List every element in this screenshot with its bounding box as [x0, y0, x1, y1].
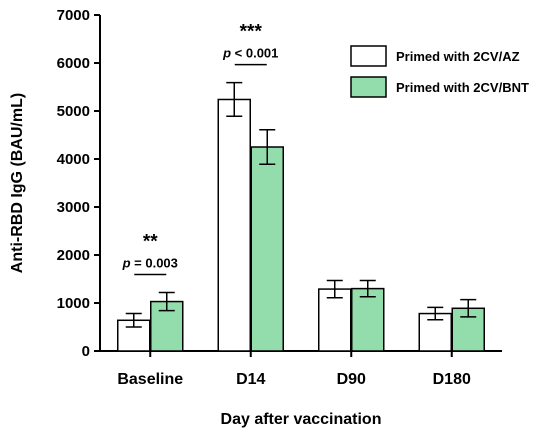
y-axis-title: Anti-RBD IgG (BAU/mL) — [9, 93, 26, 273]
x-tick-label: D180 — [433, 371, 471, 388]
bar — [351, 287, 385, 352]
x-axis-title: Day after vaccination — [221, 411, 382, 428]
y-tick-label: 4000 — [57, 151, 90, 168]
axes: 0 1000 2000 3000 4000 5000 6000 7000 Baseline D14… — [57, 7, 502, 388]
y-tick-label: 6000 — [57, 55, 90, 72]
y-tick-label: 1000 — [57, 295, 90, 312]
y-tick-label: 0 — [82, 343, 90, 360]
x-tick-label: D14 — [236, 371, 265, 388]
significance-stars: *** — [240, 22, 263, 43]
legend-swatch — [350, 76, 387, 98]
y-tick-label: 5000 — [57, 103, 90, 120]
y-tick-label: 3000 — [57, 199, 90, 216]
bar — [217, 98, 251, 352]
annotations: p = 0.003 ** p < 0.001 *** — [122, 22, 278, 276]
x-tick-label: Baseline — [117, 371, 183, 388]
bar — [250, 146, 284, 352]
legend: Primed with 2CV/AZ Primed with 2CV/BNT — [350, 45, 529, 98]
legend-label: Primed with 2CV/BNT — [396, 80, 529, 95]
significance-stars: ** — [143, 231, 158, 252]
x-tick-label: D90 — [337, 371, 366, 388]
p-value-label: p = 0.003 — [122, 255, 178, 270]
legend-label: Primed with 2CV/AZ — [396, 49, 520, 64]
y-tick-label: 2000 — [57, 247, 90, 264]
p-value-label: p < 0.001 — [222, 46, 278, 61]
y-tick-label: 7000 — [57, 7, 90, 24]
bars — [117, 81, 485, 352]
legend-swatch — [350, 45, 387, 67]
